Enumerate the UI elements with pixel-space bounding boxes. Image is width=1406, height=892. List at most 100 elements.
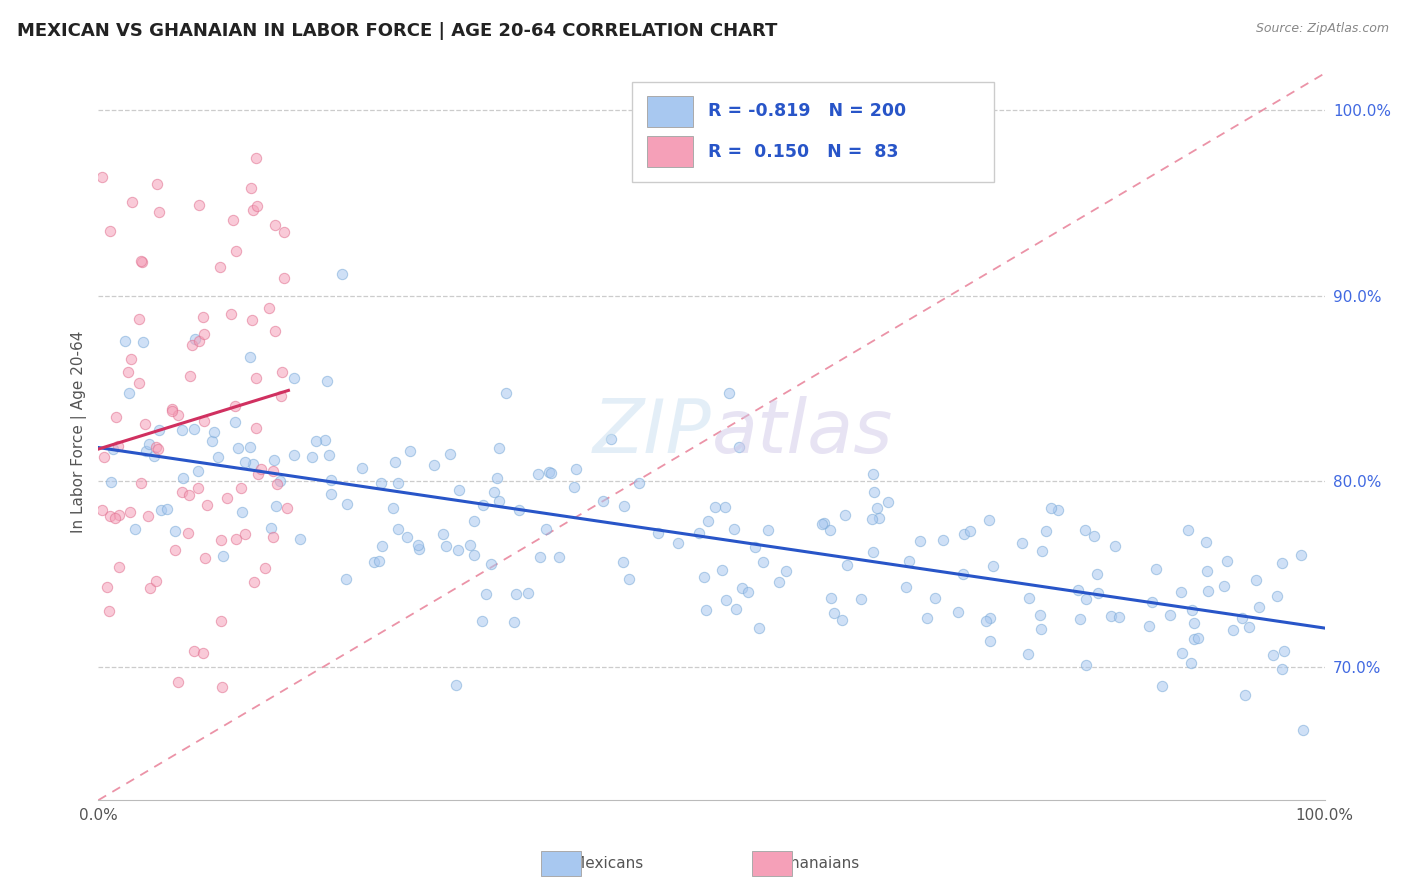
Point <box>924 591 946 606</box>
Point <box>979 611 1001 625</box>
Point <box>183 644 205 658</box>
Point <box>488 493 510 508</box>
Point <box>1087 586 1109 600</box>
Point <box>224 415 246 429</box>
Point <box>222 213 245 227</box>
Point <box>188 198 211 212</box>
Point <box>714 592 737 607</box>
Point <box>910 534 932 549</box>
Point <box>319 473 342 487</box>
Point <box>434 539 457 553</box>
Point <box>1067 582 1090 597</box>
Point <box>697 514 720 528</box>
Point <box>264 499 287 513</box>
Point <box>209 533 232 547</box>
Point <box>191 310 214 324</box>
Point <box>301 450 323 465</box>
Point <box>167 408 190 422</box>
Point <box>352 461 374 475</box>
Point <box>612 500 634 514</box>
Point <box>242 457 264 471</box>
Point <box>617 572 640 586</box>
Point <box>710 563 733 577</box>
Point <box>183 422 205 436</box>
Point <box>688 526 710 541</box>
Point <box>1152 679 1174 693</box>
Point <box>529 550 551 565</box>
Point <box>495 385 517 400</box>
Point <box>273 225 295 239</box>
Point <box>1237 620 1260 634</box>
Point <box>482 485 505 500</box>
Point <box>163 542 186 557</box>
Text: Source: ZipAtlas.com: Source: ZipAtlas.com <box>1256 22 1389 36</box>
Point <box>612 555 634 569</box>
Point <box>318 448 340 462</box>
Point <box>193 646 215 660</box>
Text: MEXICAN VS GHANAIAN IN LABOR FORCE | AGE 20-64 CORRELATION CHART: MEXICAN VS GHANAIAN IN LABOR FORCE | AGE… <box>17 22 778 40</box>
Text: Ghanaians: Ghanaians <box>744 856 859 871</box>
Point <box>1144 562 1167 576</box>
Point <box>148 205 170 219</box>
Point <box>1142 595 1164 609</box>
Point <box>239 350 262 364</box>
Point <box>458 538 481 552</box>
Point <box>136 509 159 524</box>
Point <box>1182 615 1205 630</box>
Point <box>724 601 747 615</box>
FancyBboxPatch shape <box>631 82 994 182</box>
Point <box>1247 600 1270 615</box>
Point <box>548 550 571 565</box>
Point <box>187 482 209 496</box>
Point <box>1108 610 1130 624</box>
Point <box>562 480 585 494</box>
Point <box>107 439 129 453</box>
Point <box>276 501 298 516</box>
Point <box>1083 529 1105 543</box>
Point <box>202 425 225 439</box>
Point <box>145 574 167 588</box>
Point <box>713 500 735 514</box>
Point <box>104 409 127 424</box>
Point <box>264 324 287 338</box>
Point <box>1222 624 1244 638</box>
Point <box>336 497 359 511</box>
Point <box>1246 573 1268 587</box>
Point <box>1180 656 1202 670</box>
Point <box>249 462 271 476</box>
Point <box>242 312 264 326</box>
Point <box>269 474 291 488</box>
Point <box>831 613 853 627</box>
Point <box>1018 591 1040 606</box>
Point <box>974 614 997 628</box>
Point <box>128 376 150 391</box>
Point <box>135 443 157 458</box>
Point <box>201 434 224 448</box>
Point <box>837 558 859 573</box>
Point <box>188 334 211 348</box>
Point <box>97 604 120 618</box>
Point <box>195 498 218 512</box>
Point <box>1031 543 1053 558</box>
Point <box>209 260 232 274</box>
Point <box>1195 535 1218 549</box>
Point <box>1046 503 1069 517</box>
Point <box>475 587 498 601</box>
Point <box>432 527 454 541</box>
Point <box>959 524 981 538</box>
Point <box>91 503 114 517</box>
Point <box>148 424 170 438</box>
Point <box>862 545 884 559</box>
Point <box>1230 611 1253 625</box>
Point <box>737 585 759 599</box>
Point <box>194 551 217 566</box>
Point <box>240 181 263 195</box>
Text: R =  0.150   N =  83: R = 0.150 N = 83 <box>707 143 898 161</box>
Point <box>540 466 562 480</box>
Point <box>370 475 392 490</box>
Point <box>946 605 969 619</box>
Text: ZIP: ZIP <box>593 396 711 468</box>
Point <box>866 500 889 515</box>
Point <box>107 559 129 574</box>
Text: R = -0.819   N = 200: R = -0.819 N = 200 <box>707 103 905 120</box>
